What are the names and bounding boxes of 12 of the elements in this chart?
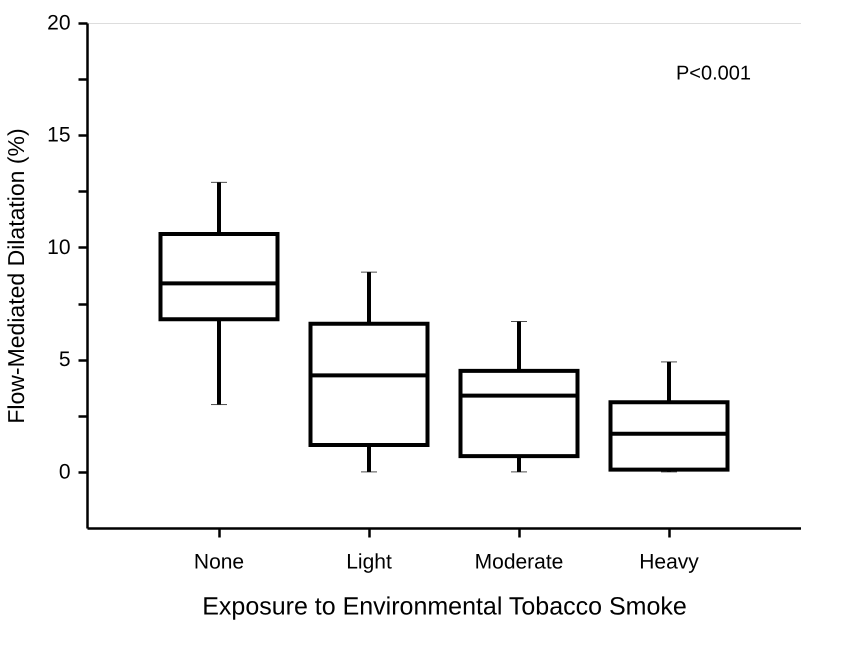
y-tick-label: 15: [47, 124, 70, 147]
y-tick-label: 0: [58, 460, 70, 484]
x-tick-label: Moderate: [474, 550, 564, 574]
y-tick-label: 10: [47, 236, 70, 259]
annotation: P<0.001: [676, 62, 752, 84]
y-tick-label: 20: [47, 12, 70, 34]
y-axis-title: Flow-Mediated Dilatation (%): [3, 128, 30, 424]
x-axis-title: Exposure to Environmental Tobacco Smoke: [202, 592, 687, 620]
y-tick-label: 5: [58, 348, 70, 372]
x-tick-label: None: [194, 550, 244, 574]
x-tick-label: Light: [346, 550, 392, 574]
x-tick-label: Heavy: [639, 550, 700, 574]
